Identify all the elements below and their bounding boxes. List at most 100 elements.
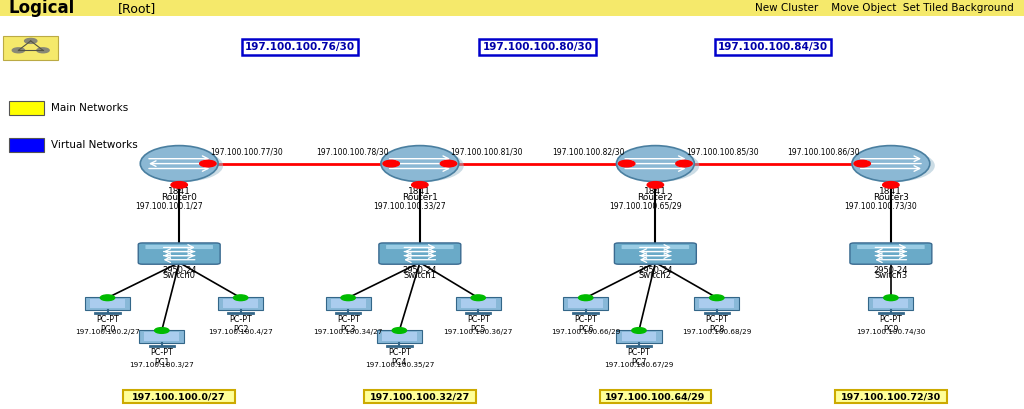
FancyBboxPatch shape (563, 297, 608, 310)
FancyBboxPatch shape (9, 101, 44, 115)
FancyBboxPatch shape (386, 245, 454, 249)
Text: 197.100.100.64/29: 197.100.100.64/29 (605, 392, 706, 401)
FancyBboxPatch shape (85, 297, 130, 310)
Ellipse shape (381, 146, 459, 182)
FancyBboxPatch shape (331, 299, 366, 308)
Text: Switch3: Switch3 (874, 271, 907, 280)
FancyBboxPatch shape (326, 297, 371, 310)
Circle shape (171, 182, 187, 188)
Circle shape (710, 295, 724, 301)
Text: PC-PT
PC4: PC-PT PC4 (388, 348, 411, 367)
Text: 197.100.100.32/27: 197.100.100.32/27 (370, 392, 470, 401)
Circle shape (25, 38, 37, 43)
Text: PC-PT
PC3: PC-PT PC3 (337, 315, 359, 334)
Text: 197.100.100.85/30: 197.100.100.85/30 (686, 147, 759, 156)
Text: 197.100.100.73/30: 197.100.100.73/30 (844, 201, 918, 210)
Circle shape (618, 160, 635, 167)
FancyBboxPatch shape (365, 390, 475, 403)
Text: 2950-24: 2950-24 (402, 266, 437, 275)
FancyBboxPatch shape (699, 299, 734, 308)
FancyBboxPatch shape (9, 138, 44, 152)
FancyBboxPatch shape (223, 299, 258, 308)
Text: 197.100.100.33/27: 197.100.100.33/27 (374, 201, 445, 210)
Circle shape (883, 182, 899, 188)
FancyBboxPatch shape (382, 332, 417, 341)
Circle shape (471, 295, 485, 301)
FancyBboxPatch shape (138, 243, 220, 264)
Text: 1841: 1841 (644, 187, 667, 196)
Text: 2950-24: 2950-24 (873, 266, 908, 275)
Circle shape (854, 160, 870, 167)
Text: Main Networks: Main Networks (51, 103, 128, 113)
Text: 197.100.100.72/30: 197.100.100.72/30 (841, 392, 941, 401)
Ellipse shape (140, 146, 218, 182)
Text: 197.100.100.4/27: 197.100.100.4/27 (208, 329, 273, 335)
Ellipse shape (617, 149, 699, 182)
Circle shape (12, 48, 25, 53)
Text: 2950-24: 2950-24 (162, 266, 197, 275)
Circle shape (341, 295, 355, 301)
FancyBboxPatch shape (694, 297, 739, 310)
Text: PC-PT
PC0: PC-PT PC0 (96, 315, 119, 334)
Circle shape (579, 295, 593, 301)
Text: 197.100.100.78/30: 197.100.100.78/30 (316, 147, 389, 156)
Text: 197.100.100.76/30: 197.100.100.76/30 (245, 42, 355, 52)
Text: PC-PT
PC8: PC-PT PC8 (706, 315, 728, 334)
Text: 1841: 1841 (880, 187, 902, 196)
Text: Logical: Logical (8, 0, 75, 17)
Circle shape (884, 295, 898, 301)
Text: 197.100.100.35/27: 197.100.100.35/27 (365, 362, 434, 368)
Text: 197.100.100.0/27: 197.100.100.0/27 (132, 392, 226, 401)
Text: 197.100.100.67/29: 197.100.100.67/29 (604, 362, 674, 368)
FancyBboxPatch shape (379, 243, 461, 264)
Text: 197.100.100.77/30: 197.100.100.77/30 (210, 147, 283, 156)
FancyBboxPatch shape (90, 299, 125, 308)
FancyBboxPatch shape (836, 390, 946, 403)
FancyBboxPatch shape (218, 297, 263, 310)
Text: 197.100.100.2/27: 197.100.100.2/27 (75, 329, 140, 335)
Text: New Cluster    Move Object  Set Tiled Background: New Cluster Move Object Set Tiled Backgr… (755, 3, 1014, 13)
FancyBboxPatch shape (242, 39, 358, 55)
FancyBboxPatch shape (568, 299, 603, 308)
Text: [Root]: [Root] (118, 2, 156, 15)
FancyBboxPatch shape (461, 299, 496, 308)
FancyBboxPatch shape (145, 245, 213, 249)
Text: Switch2: Switch2 (639, 271, 672, 280)
Text: 1841: 1841 (409, 187, 431, 196)
FancyBboxPatch shape (873, 299, 908, 308)
Text: PC-PT
PC5: PC-PT PC5 (467, 315, 489, 334)
Text: 197.100.100.3/27: 197.100.100.3/27 (129, 362, 195, 368)
Text: PC-PT
PC1: PC-PT PC1 (151, 348, 173, 367)
Text: 197.100.100.36/27: 197.100.100.36/27 (443, 329, 513, 335)
Ellipse shape (852, 146, 930, 182)
FancyBboxPatch shape (144, 332, 179, 341)
FancyBboxPatch shape (479, 39, 596, 55)
FancyBboxPatch shape (139, 330, 184, 343)
Text: 1841: 1841 (168, 187, 190, 196)
Circle shape (632, 328, 646, 333)
Text: 197.100.100.84/30: 197.100.100.84/30 (718, 42, 828, 52)
FancyBboxPatch shape (600, 390, 711, 403)
Text: Switch1: Switch1 (403, 271, 436, 280)
Ellipse shape (616, 146, 694, 182)
Circle shape (37, 48, 49, 53)
Text: Router1: Router1 (401, 193, 438, 202)
Circle shape (155, 328, 169, 333)
Circle shape (412, 182, 428, 188)
Text: 197.100.100.34/27: 197.100.100.34/27 (313, 329, 383, 335)
Text: 197.100.100.74/30: 197.100.100.74/30 (856, 329, 926, 335)
Text: 2950-24: 2950-24 (638, 266, 673, 275)
FancyBboxPatch shape (123, 390, 234, 403)
FancyBboxPatch shape (715, 39, 831, 55)
Circle shape (383, 160, 399, 167)
Text: 197.100.100.81/30: 197.100.100.81/30 (451, 147, 523, 156)
FancyBboxPatch shape (377, 330, 422, 343)
Text: Router2: Router2 (638, 193, 673, 202)
Text: PC-PT
PC6: PC-PT PC6 (574, 315, 597, 334)
Ellipse shape (141, 149, 223, 182)
Circle shape (392, 328, 407, 333)
FancyBboxPatch shape (850, 243, 932, 264)
Text: PC-PT
PC9: PC-PT PC9 (880, 315, 902, 334)
Text: Router0: Router0 (161, 193, 198, 202)
Text: Switch0: Switch0 (163, 271, 196, 280)
